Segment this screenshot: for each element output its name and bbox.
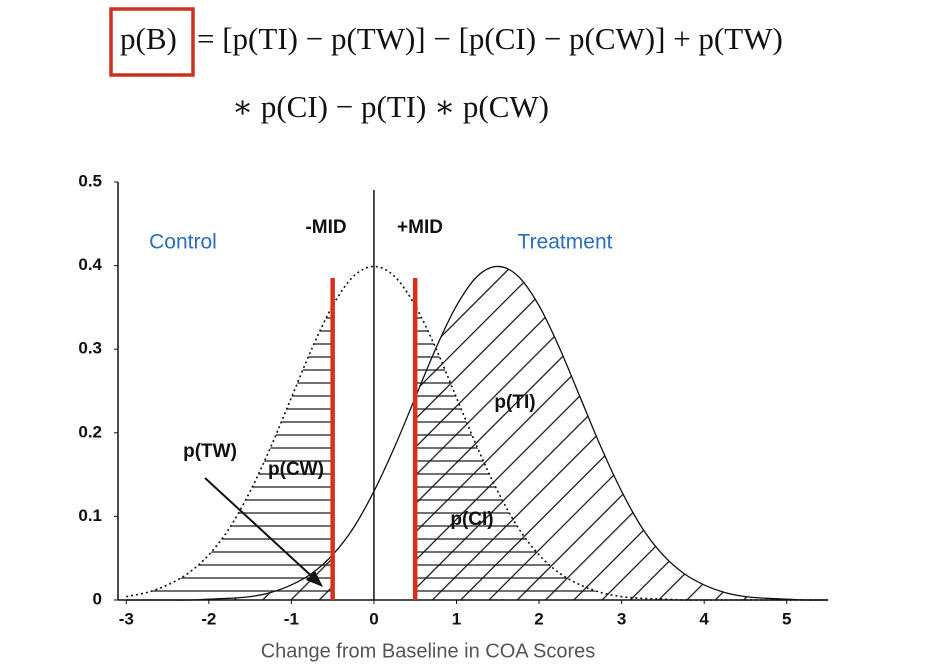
x-tick-label: 3	[617, 609, 626, 628]
region-label: p(TI)	[494, 392, 535, 413]
x-tick-label: -1	[284, 609, 299, 628]
highlight-box	[109, 7, 195, 77]
y-tick-label: 0.3	[78, 339, 102, 358]
region-label: p(TW)	[183, 441, 237, 462]
x-tick-label: 5	[782, 609, 791, 628]
y-tick-label: 0.1	[78, 506, 102, 525]
y-tick-label: 0	[93, 589, 102, 608]
formula-line: ∗ p(CI) − p(TI) ∗ p(CW)	[232, 89, 549, 124]
region-label: p(CW)	[268, 459, 324, 480]
x-tick-label: 2	[534, 609, 543, 628]
legend-label: Treatment	[518, 231, 613, 254]
x-tick-label: -2	[201, 609, 216, 628]
x-tick-label: 0	[369, 609, 378, 628]
y-tick-label: 0.4	[78, 255, 102, 274]
x-tick-label: -3	[119, 609, 134, 628]
mid-label: +MID	[397, 217, 443, 238]
formula-line: = [p(TI) − p(TW)] − [p(CI) − p(CW)] + p(…	[197, 21, 783, 56]
formula-lhs: p(B)	[120, 21, 177, 56]
hatch	[415, 266, 828, 600]
x-axis-label: Change from Baseline in COA Scores	[261, 640, 596, 662]
x-tick-label: 4	[699, 609, 709, 628]
legend-label: Control	[149, 231, 217, 254]
y-tick-label: 0.5	[78, 171, 102, 190]
region-label: p(CI)	[450, 509, 493, 530]
mid-label: -MID	[305, 217, 346, 238]
x-tick-label: 1	[452, 609, 461, 628]
density-curve	[126, 265, 829, 601]
y-tick-label: 0.2	[78, 422, 102, 441]
